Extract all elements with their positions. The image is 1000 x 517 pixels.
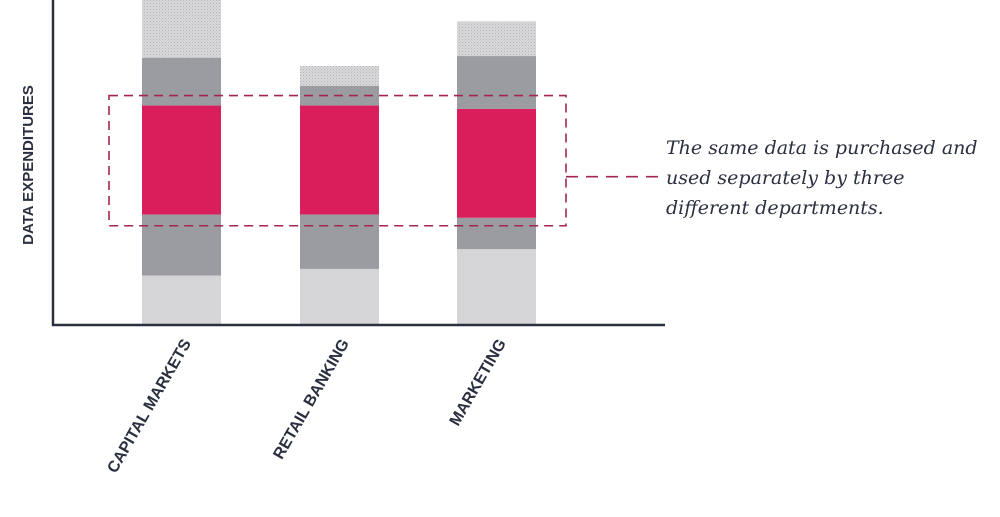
bar-segment-marketing-5 — [457, 21, 536, 57]
bar-segment-retail-banking-5 — [300, 65, 379, 86]
x-tick-labels: CAPITAL MARKETS RETAIL BANKING MARKETING — [105, 336, 510, 476]
y-axis-label: DATA EXPENDITURES — [20, 85, 37, 245]
highlight-dashed-box — [108, 94, 567, 227]
bar-segment-capital-markets-1 — [142, 275, 221, 325]
bar-segment-retail-banking-2 — [300, 214, 379, 269]
bar-segment-capital-markets-3 — [142, 105, 221, 215]
bar-segment-retail-banking-3 — [300, 105, 379, 215]
bars-group — [142, 0, 536, 325]
bar-segment-capital-markets-4 — [142, 57, 221, 106]
bar-segment-capital-markets-2 — [142, 214, 221, 276]
bar-segment-capital-markets-5 — [142, 0, 221, 58]
x-tick-label-marketing: MARKETING — [447, 337, 510, 429]
bar-segment-retail-banking-1 — [300, 268, 379, 325]
bar-segment-marketing-1 — [457, 249, 536, 325]
bar-segment-marketing-3 — [457, 108, 536, 218]
bar-segment-marketing-4 — [457, 56, 536, 109]
annotation-text: The same data is purchased and used sepa… — [666, 137, 978, 219]
x-tick-label-retail-banking: RETAIL BANKING — [271, 337, 353, 463]
bar-segment-marketing-2 — [457, 217, 536, 250]
x-tick-label-capital-markets: CAPITAL MARKETS — [105, 336, 196, 476]
highlight-group — [108, 94, 660, 227]
